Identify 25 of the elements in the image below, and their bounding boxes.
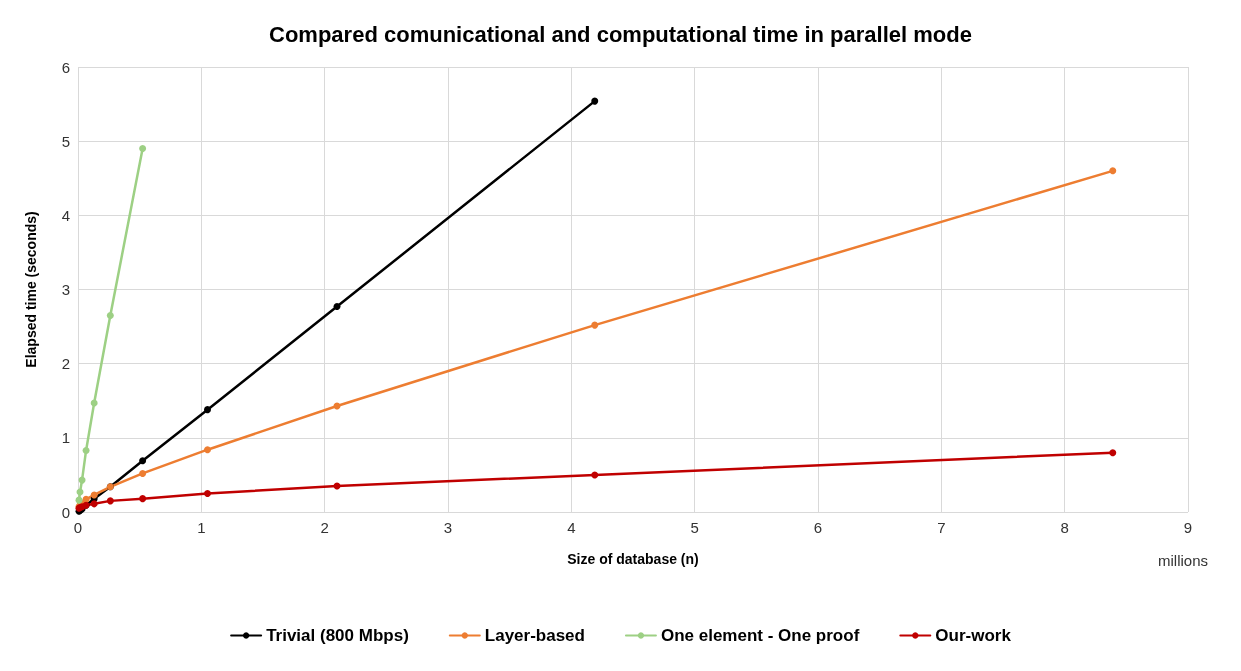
x-tick-label: 0 <box>73 519 83 536</box>
x-tick-label: 6 <box>813 519 823 536</box>
x-tick-label: 9 <box>1183 519 1193 536</box>
x-tick-label: 3 <box>443 519 453 536</box>
x-axis-title: Size of database (n) <box>567 551 699 567</box>
x-tick-label: 1 <box>197 519 206 536</box>
legend-label: Layer-based <box>484 626 585 645</box>
x-tick-label: 2 <box>320 519 329 536</box>
legend-label: Trivial (800 Mbps) <box>266 626 409 645</box>
y-tick-label: 2 <box>61 355 70 373</box>
y-tick-label: 3 <box>61 281 70 298</box>
legend-label: Our-work <box>935 626 1012 645</box>
y-tick-label: 1 <box>61 429 70 447</box>
y-axis-title: Elapsed time (seconds) <box>23 211 39 368</box>
x-tick-label: 8 <box>1060 519 1069 536</box>
y-tick-label: 5 <box>61 132 70 150</box>
y-tick-label: 0 <box>61 503 70 521</box>
y-tick-label: 4 <box>61 206 70 224</box>
chart-title: Compared comunicational and computational time in parallel mode <box>269 21 972 47</box>
y-tick-label: 6 <box>61 58 70 76</box>
x-tick-label: 5 <box>690 519 699 536</box>
x-tick-label: 4 <box>567 519 576 536</box>
text: millions <box>1157 552 1209 569</box>
legend-label: One element - One proof <box>660 626 860 645</box>
x-tick-label: 7 <box>937 519 946 536</box>
